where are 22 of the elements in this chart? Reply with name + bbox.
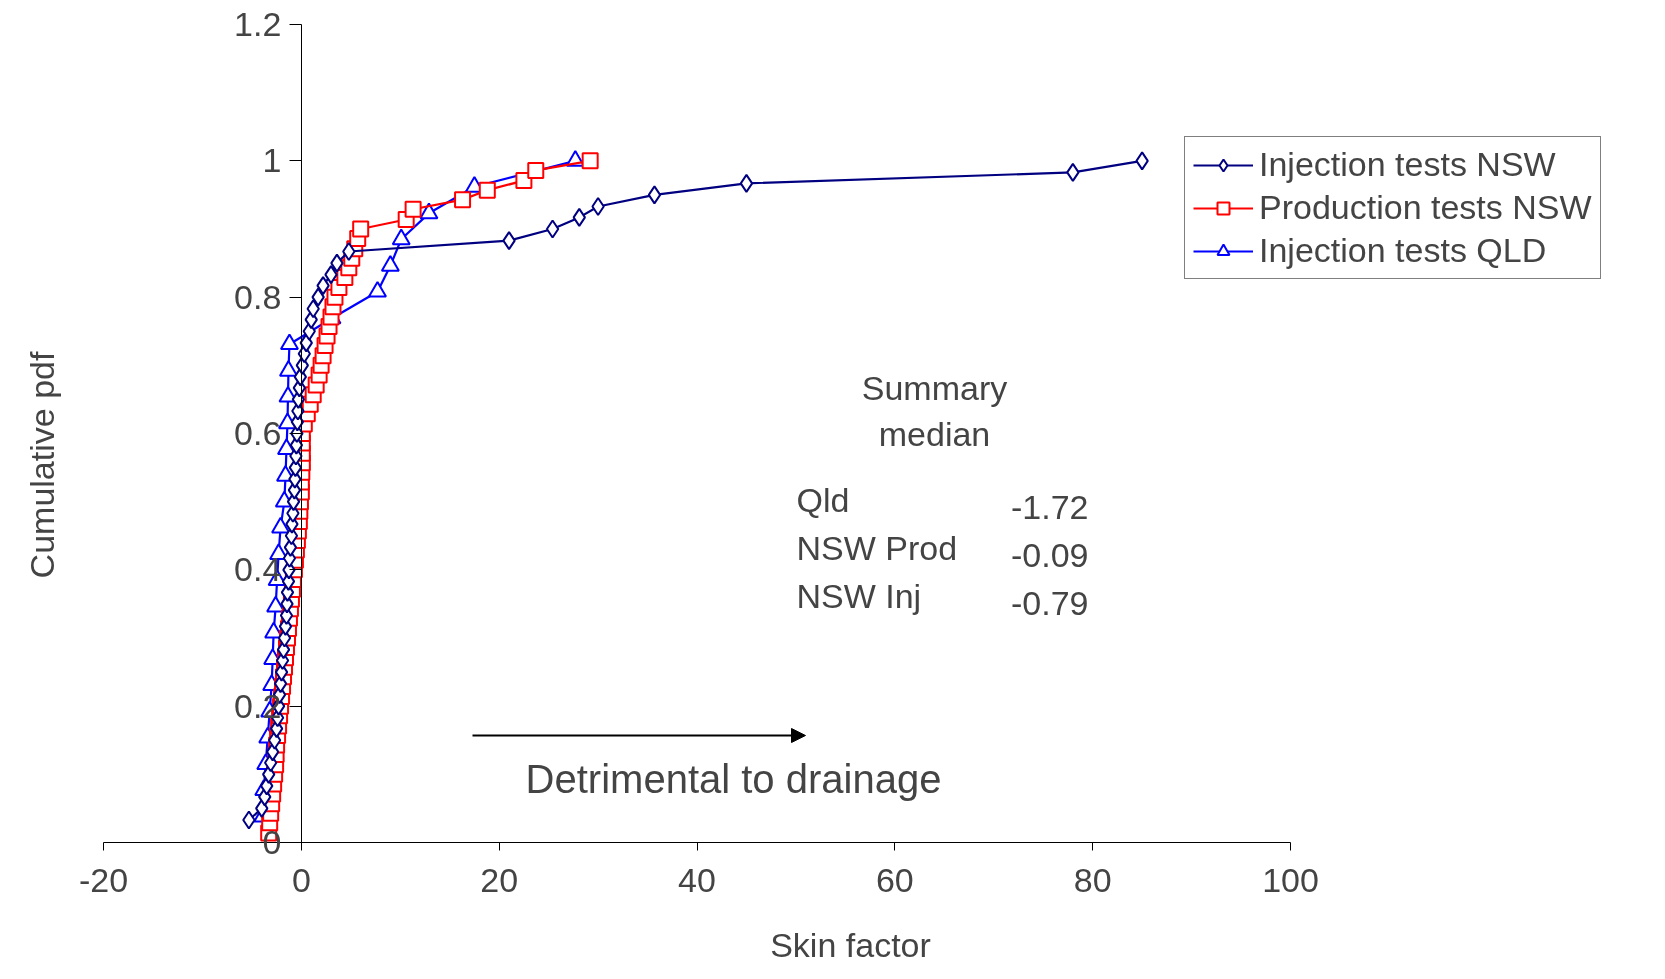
y-axis-title: Cumulative pdf [22, 351, 61, 579]
x-tick-label: -20 [78, 860, 129, 899]
x-tick-label: 100 [1262, 860, 1319, 899]
text: NSW Inj -0.79 [796, 576, 1089, 622]
annotation: Summary [861, 368, 1008, 407]
x-tick-label: 40 [678, 860, 716, 899]
x-axis-title: Skin factor [770, 925, 931, 964]
y-tick-label: 0.6 [234, 414, 282, 452]
annotation: Detrimental to drainage [525, 756, 942, 801]
x-tick-label: 20 [480, 860, 519, 899]
x-tick-label: 60 [875, 860, 914, 899]
text: NSW Prod -0.09 [796, 528, 1089, 574]
legend-label: Injection tests NSW [1259, 145, 1556, 184]
legend-label: Injection tests QLD [1259, 231, 1547, 270]
annotation: median [878, 414, 991, 453]
y-tick-label: 1 [262, 141, 282, 180]
x-tick-label: 80 [1073, 860, 1112, 899]
legend-label: Production tests NSW [1259, 188, 1592, 227]
y-tick-label: 1.2 [234, 5, 282, 43]
x-tick-label: 0 [291, 860, 311, 899]
y-tick-label: 0.8 [234, 277, 282, 316]
text: Qld -1.72 [796, 480, 1089, 526]
